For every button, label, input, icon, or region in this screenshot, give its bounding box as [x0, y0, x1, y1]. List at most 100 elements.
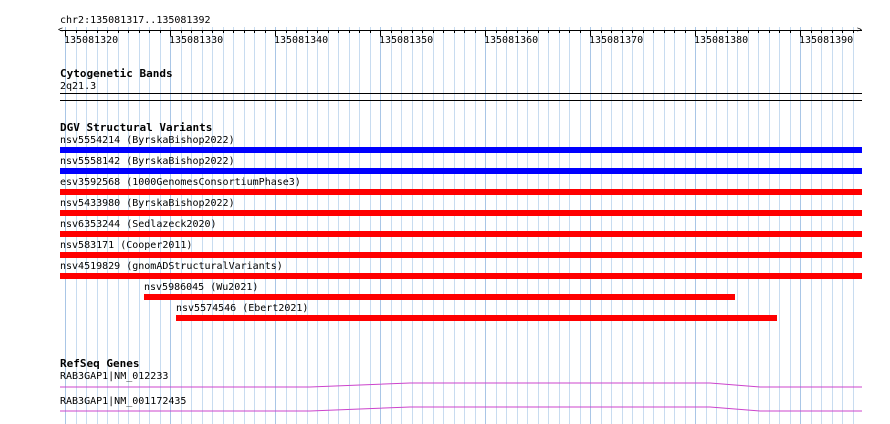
- variant-feature-bar[interactable]: [60, 231, 862, 237]
- variant-label[interactable]: nsv5554214 (ByrskaBishop2022): [60, 135, 235, 146]
- grid-line: [653, 27, 654, 424]
- ruler-minor-tick: [180, 30, 182, 33]
- grid-line: [296, 27, 297, 424]
- ruler-major-tick: [170, 30, 171, 36]
- variant-feature-bar[interactable]: [176, 315, 777, 321]
- variant-label[interactable]: nsv583171 (Cooper2011): [60, 240, 193, 251]
- grid-line: [128, 27, 129, 424]
- ruler-minor-tick: [212, 30, 213, 33]
- refseq-track-title[interactable]: RefSeq Genes: [60, 357, 140, 370]
- ruler-minor-tick: [705, 30, 707, 33]
- gene-label[interactable]: RAB3GAP1|NM_001172435: [60, 396, 187, 407]
- ruler-minor-tick: [506, 30, 507, 33]
- variant-feature-bar[interactable]: [60, 189, 862, 195]
- ruler-minor-tick: [369, 30, 371, 33]
- ruler-tick-label: 135081370: [589, 35, 644, 46]
- variant-label[interactable]: nsv4519829 (gnomADStructuralVariants): [60, 261, 283, 272]
- ruler-minor-tick: [821, 30, 822, 33]
- grid-line: [705, 27, 707, 424]
- ruler-right-arrow: >: [857, 25, 862, 34]
- ruler-minor-tick: [579, 30, 581, 33]
- cytoband-track-title[interactable]: Cytogenetic Bands: [60, 67, 173, 80]
- ruler-major-tick: [695, 30, 696, 36]
- grid-line: [800, 27, 801, 424]
- grid-line: [611, 27, 612, 424]
- grid-line: [212, 27, 213, 424]
- ruler-major-tick: [65, 30, 66, 36]
- grid-line: [821, 27, 822, 424]
- ruler-minor-tick: [117, 30, 119, 33]
- grid-line: [317, 27, 318, 424]
- grid-line: [726, 27, 728, 424]
- grid-line: [86, 27, 87, 424]
- gene-model[interactable]: [60, 404, 862, 414]
- grid-line: [674, 27, 675, 424]
- ruler-minor-tick: [758, 30, 759, 33]
- grid-line: [149, 27, 150, 424]
- cytoband-label: 2q21.3: [60, 81, 97, 92]
- ruler-minor-tick: [663, 30, 665, 33]
- grid-line: [443, 27, 444, 424]
- grid-line: [632, 27, 633, 424]
- variant-label[interactable]: esv3592568 (1000GenomesConsortiumPhase3): [60, 177, 301, 188]
- ruler-minor-tick: [128, 30, 129, 33]
- region-label: chr2:135081317..135081392: [60, 15, 211, 26]
- ruler-minor-tick: [453, 30, 455, 33]
- ruler-major-tick: [275, 30, 276, 36]
- ruler-minor-tick: [243, 30, 245, 33]
- cytoband-top-line: [60, 93, 862, 94]
- ruler-left-arrow: <: [58, 25, 63, 34]
- grid-line: [590, 27, 591, 424]
- grid-line: [695, 27, 696, 424]
- variant-feature-bar[interactable]: [60, 252, 862, 258]
- grid-line: [474, 27, 476, 424]
- ruler-minor-tick: [159, 30, 161, 33]
- grid-line: [285, 27, 287, 424]
- ruler-minor-tick: [810, 30, 812, 33]
- grid-line: [233, 27, 234, 424]
- grid-line: [527, 27, 528, 424]
- grid-line: [243, 27, 245, 424]
- ruler-minor-tick: [191, 30, 192, 33]
- ruler-minor-tick: [138, 30, 140, 33]
- gene-label[interactable]: RAB3GAP1|NM_012233: [60, 371, 169, 382]
- variant-feature-bar[interactable]: [60, 273, 862, 279]
- ruler-minor-tick: [831, 30, 833, 33]
- variant-label[interactable]: nsv5574546 (Ebert2021): [176, 303, 309, 314]
- grid-line: [453, 27, 455, 424]
- grid-line: [338, 27, 339, 424]
- gene-model[interactable]: [60, 380, 862, 390]
- ruler-minor-tick: [726, 30, 728, 33]
- grid-line: [348, 27, 350, 424]
- ruler-tick-label: 135081350: [379, 35, 434, 46]
- grid-line: [842, 27, 843, 424]
- variant-label[interactable]: nsv5433980 (ByrskaBishop2022): [60, 198, 235, 209]
- ruler-minor-tick: [317, 30, 318, 33]
- ruler-minor-tick: [642, 30, 644, 33]
- dgv-track-title[interactable]: DGV Structural Variants: [60, 121, 213, 134]
- ruler-minor-tick: [474, 30, 476, 33]
- ruler-minor-tick: [789, 30, 791, 33]
- ruler-minor-tick: [296, 30, 297, 33]
- ruler-minor-tick: [537, 30, 539, 33]
- ruler-tick-label: 135081320: [64, 35, 119, 46]
- ruler-minor-tick: [548, 30, 549, 33]
- ruler-minor-tick: [411, 30, 413, 33]
- ruler-minor-tick: [464, 30, 465, 33]
- ruler-minor-tick: [254, 30, 255, 33]
- variant-label[interactable]: nsv5986045 (Wu2021): [144, 282, 259, 293]
- ruler-minor-tick: [516, 30, 518, 33]
- grid-line: [516, 27, 518, 424]
- variant-feature-bar[interactable]: [144, 294, 735, 300]
- variant-feature-bar[interactable]: [60, 168, 862, 174]
- grid-line: [138, 27, 140, 424]
- variant-feature-bar[interactable]: [60, 210, 862, 216]
- ruler-minor-tick: [747, 30, 749, 33]
- ruler-minor-tick: [222, 30, 224, 33]
- variant-label[interactable]: nsv5558142 (ByrskaBishop2022): [60, 156, 235, 167]
- ruler-minor-tick: [737, 30, 738, 33]
- ruler-minor-tick: [443, 30, 444, 33]
- variant-feature-bar[interactable]: [60, 147, 862, 153]
- variant-label[interactable]: nsv6353244 (Sedlazeck2020): [60, 219, 217, 230]
